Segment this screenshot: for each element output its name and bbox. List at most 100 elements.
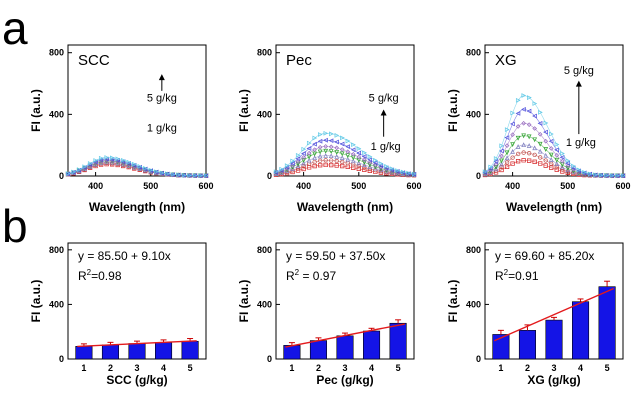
spectrum-point: [406, 170, 412, 176]
spectrum-series-2: [482, 150, 626, 178]
spectrum-point: [367, 157, 372, 163]
spectrum-point: [295, 161, 301, 167]
annotation-high: 5 g/kg: [564, 65, 594, 77]
y-tick-label: 0: [59, 354, 64, 364]
spectrum-point: [499, 161, 504, 167]
annotation-low: 1 g/kg: [147, 122, 177, 134]
spectrum-point: [510, 110, 516, 116]
spectrum-line: [484, 144, 623, 176]
r-squared-sup: 2: [87, 268, 92, 277]
spectrum-point: [559, 158, 565, 164]
spectrum-point: [334, 158, 339, 164]
spectrum-series-7: [273, 130, 417, 177]
spectrum-point: [532, 126, 537, 131]
y-tick-label: 800: [49, 48, 64, 58]
x-tick-label: 400: [296, 181, 311, 191]
spectrum-point: [526, 134, 532, 140]
annotation-high: 5 g/kg: [369, 92, 399, 104]
spectrum-point: [104, 155, 110, 160]
spectrum-point: [120, 159, 126, 164]
y-axis-label: FI (a.u.): [237, 280, 251, 323]
spectrum-point: [301, 146, 307, 152]
bar: [363, 330, 381, 360]
spectrum-point: [115, 160, 121, 166]
spectrum-point: [609, 173, 615, 178]
panel-title: SCC: [78, 52, 110, 69]
spectrum-point: [350, 147, 356, 153]
spectrum-point: [312, 151, 318, 157]
y-tick-label: 0: [476, 354, 481, 364]
spectrum-point: [372, 160, 378, 166]
spectrum-point: [361, 160, 367, 165]
x-tick-label: 600: [406, 181, 421, 191]
x-tick-label: 500: [560, 181, 575, 191]
spectrum-point: [504, 155, 510, 161]
x-tick-label: 500: [351, 181, 366, 191]
spectrum-point: [549, 161, 554, 166]
spectrum-point: [549, 165, 554, 170]
y-tick-label: 0: [267, 171, 272, 181]
spectrum-point: [159, 170, 165, 176]
spectrum-point: [565, 167, 571, 173]
spectrum-point: [323, 137, 328, 143]
spectrum-point: [538, 110, 543, 115]
x-axis-label: Pec (g/kg): [316, 373, 373, 387]
x-tick-label: 2: [108, 363, 113, 373]
y-tick-label: 400: [257, 299, 272, 309]
spectrum-point: [521, 107, 526, 112]
spectrum-point: [510, 155, 515, 160]
annotation-low: 1 g/kg: [371, 141, 401, 153]
spectrum-point: [554, 157, 560, 163]
spectrum-point: [532, 159, 537, 164]
spectrum-point: [515, 159, 521, 164]
spectrum-point: [306, 146, 312, 151]
x-tick-label: 4: [578, 363, 583, 373]
spectrum-point: [339, 151, 345, 157]
spectrum-point: [339, 141, 345, 147]
spectrum-line: [484, 95, 623, 176]
x-tick-label: 2: [316, 363, 321, 373]
bar: [336, 335, 354, 360]
spectrum-point: [538, 161, 543, 166]
spectrum-point: [504, 127, 510, 133]
spectrum-point: [515, 151, 521, 157]
spectrum-point: [356, 166, 361, 171]
spectrum-point: [521, 133, 527, 139]
spectrum-point: [521, 150, 526, 155]
spectrum-point: [537, 131, 543, 137]
spectrum-point: [98, 155, 104, 161]
x-tick-label: 3: [551, 363, 556, 373]
spectrum-point: [328, 149, 334, 154]
x-tick-label: 400: [505, 181, 520, 191]
x-tick-label: 500: [143, 181, 158, 191]
spectrum-point: [515, 111, 521, 116]
spectrum-point: [378, 167, 384, 173]
bar-panel-3: 0 400 800 FI (a.u.) SCC (g/kg) 1 2 3 4 5 y = 85.50…: [29, 242, 207, 387]
spectrum-series-7: [65, 155, 209, 179]
spectrum-point: [323, 148, 329, 154]
x-tick-label: 4: [369, 363, 374, 373]
spectrum-point: [317, 153, 323, 159]
bar: [389, 322, 407, 360]
spectrum-point: [565, 160, 570, 166]
spectrum-point: [154, 169, 159, 175]
x-tick-label: 1: [498, 363, 503, 373]
spectrum-point: [329, 131, 334, 137]
x-axis-label: Wavelength (nm): [506, 200, 602, 214]
panel-title: Pec: [286, 52, 312, 69]
bar: [155, 342, 173, 360]
spectrum-point: [378, 161, 384, 166]
x-tick-label: 3: [342, 363, 347, 373]
spectrum-point: [515, 97, 521, 103]
spectrum-point: [301, 155, 306, 160]
spectrum-point: [312, 147, 317, 152]
spectrum-point: [98, 160, 104, 165]
spectrum-series-7: [482, 93, 626, 179]
spectrum-point: [334, 154, 340, 159]
spectrum-point: [504, 160, 510, 165]
spectrum-point: [537, 141, 543, 147]
spectrum-point: [543, 147, 549, 152]
spectrum-point: [515, 135, 521, 141]
plot-frame: [67, 44, 207, 177]
spectrum-point: [510, 149, 515, 154]
